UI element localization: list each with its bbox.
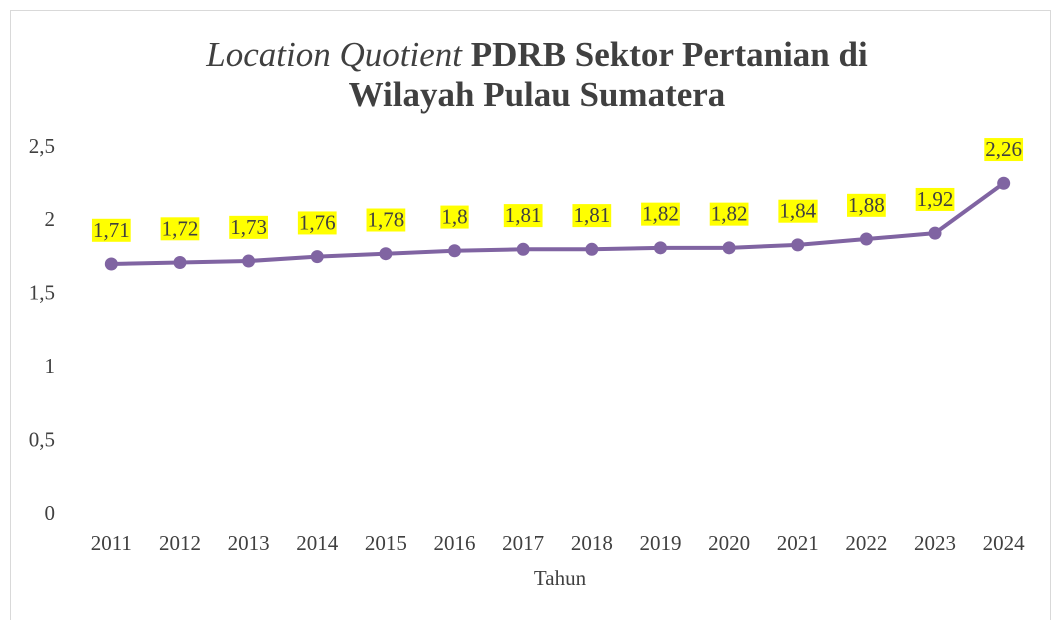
x-tick-label: 2024 [983,531,1026,555]
data-label-group: 1,81 [503,203,543,228]
data-label-group: 1,71 [91,218,131,242]
chart-border [10,10,1051,620]
data-label-bg [915,187,955,211]
x-tick-label: 2020 [708,531,750,555]
point [448,244,462,258]
x-tick-label: 2013 [228,531,270,555]
data-label-bg [229,215,268,239]
data-label-group: 1,76 [297,210,337,235]
data-label: 1,71 [93,218,130,242]
x-tick-label: 2012 [159,531,201,555]
point [585,242,599,256]
data-label-group: 2,26 [984,137,1024,162]
data-label-bg [297,211,337,235]
data-label: 1,78 [368,208,405,232]
data-label-bg [91,218,131,242]
x-tick-label: 2015 [365,531,407,555]
x-tick-label: 2017 [502,531,544,555]
data-label: 1,73 [230,215,267,239]
data-label: 1,81 [505,203,542,227]
data-label-group: 1,84 [778,199,818,223]
data-label-bg [709,202,749,226]
data-label: 1,76 [299,210,336,234]
data-label-group: 1,72 [160,216,200,241]
data-label-bg [160,217,200,241]
point [516,242,530,256]
data-label: 1,84 [779,199,816,223]
x-tick-label: 2022 [845,531,887,555]
y-tick-label: 1 [45,354,56,378]
data-label-bg [847,193,886,217]
x-tick-label: 2011 [91,531,132,555]
title-rest [462,35,471,74]
data-label-bg [572,204,612,228]
line [111,181,1005,266]
data-label: 1,8 [441,205,467,229]
y-tick-label: 2 [45,207,56,231]
data-label: 1,81 [573,203,610,227]
data-label-group: 1,92 [915,187,955,211]
point [104,257,118,271]
point [653,241,667,255]
data-label-group: 1,73 [229,215,268,239]
data-label-bg [641,202,680,226]
point [791,238,805,252]
point [997,176,1011,190]
data-label-group: 1,82 [641,202,680,226]
data-label-group: 1,88 [847,193,886,217]
point [379,247,393,261]
data-label: 1,82 [711,202,748,226]
y-tick-label: 0 [45,501,56,525]
data-label: 1,72 [162,216,199,240]
data-label-bg [778,199,818,223]
y-tick-label: 1,5 [29,281,55,305]
y-tick-label: 0,5 [29,427,55,451]
x-tick-label: 2021 [777,531,819,555]
data-label: 1,82 [642,202,679,226]
point [722,241,736,255]
title-rest: PDRB Sektor Pertanian di [471,35,868,74]
data-label-bg [440,205,469,229]
point [242,254,256,268]
x-tick-label: 2023 [914,531,956,555]
data-label: 1,92 [917,187,954,211]
y-tick-label: 2,5 [29,134,55,158]
x-tick-label: 2019 [639,531,681,555]
x-tick-label: 2016 [434,531,476,555]
data-label: 2,26 [985,137,1022,161]
data-label-group: 1,81 [572,203,612,228]
data-label: 1,88 [848,193,885,217]
x-tick-label: 2014 [296,531,339,555]
x-tick-label: 2018 [571,531,613,555]
point [928,226,942,240]
data-label-bg [366,208,406,232]
point [173,256,187,270]
chart-title: Wilayah Pulau Sumatera [349,75,726,114]
point [310,250,324,264]
data-label-group: 1,78 [366,208,406,232]
x-axis-title: Tahun [534,566,587,590]
data-label-bg [503,204,543,228]
data-label-group: 1,8 [440,205,469,229]
title-italic: Location Quotient [205,35,463,74]
data-label-bg [984,138,1024,162]
chart-title: Location Quotient PDRB Sektor Pertanian … [205,35,868,74]
point [859,232,873,246]
data-label-group: 1,82 [709,202,749,226]
